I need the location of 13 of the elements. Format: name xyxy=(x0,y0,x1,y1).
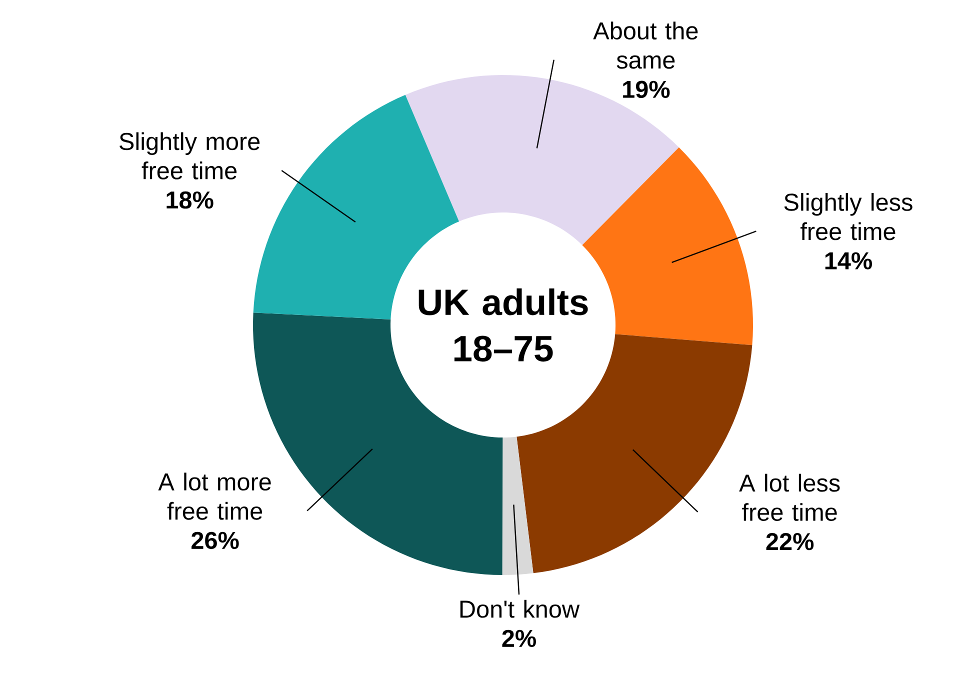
text: UK adults 18–75 xyxy=(418,288,588,362)
slice-label: Slightly more free time xyxy=(120,132,260,180)
slice-label: A lot more free time xyxy=(158,472,271,520)
data-label: 14% xyxy=(825,252,872,270)
data-label: 22% xyxy=(766,532,814,550)
slice-label: A lot less free time xyxy=(739,474,840,521)
slice-label: Don't know xyxy=(460,600,580,618)
slice-label: About the same xyxy=(593,22,698,69)
data-label: 18% xyxy=(166,191,214,209)
data-label: 19% xyxy=(623,80,670,98)
data-label: 26% xyxy=(192,532,239,550)
slice-label: Slightly less free time xyxy=(784,193,912,240)
data-label: 2% xyxy=(502,630,536,648)
